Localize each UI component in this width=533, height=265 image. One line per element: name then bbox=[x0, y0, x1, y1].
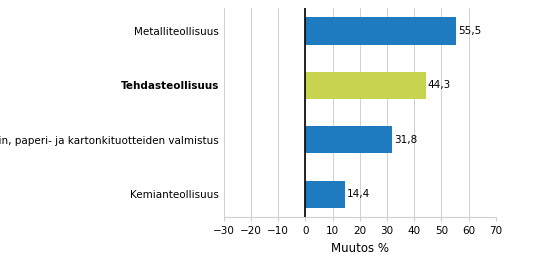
Text: 44,3: 44,3 bbox=[427, 81, 451, 90]
Bar bbox=[305, 126, 392, 153]
Bar bbox=[305, 17, 456, 45]
Text: 14,4: 14,4 bbox=[346, 189, 370, 199]
Bar bbox=[305, 180, 344, 208]
Bar bbox=[305, 72, 426, 99]
X-axis label: Muutos %: Muutos % bbox=[331, 242, 389, 255]
Text: 31,8: 31,8 bbox=[394, 135, 417, 145]
Text: 55,5: 55,5 bbox=[458, 26, 481, 36]
